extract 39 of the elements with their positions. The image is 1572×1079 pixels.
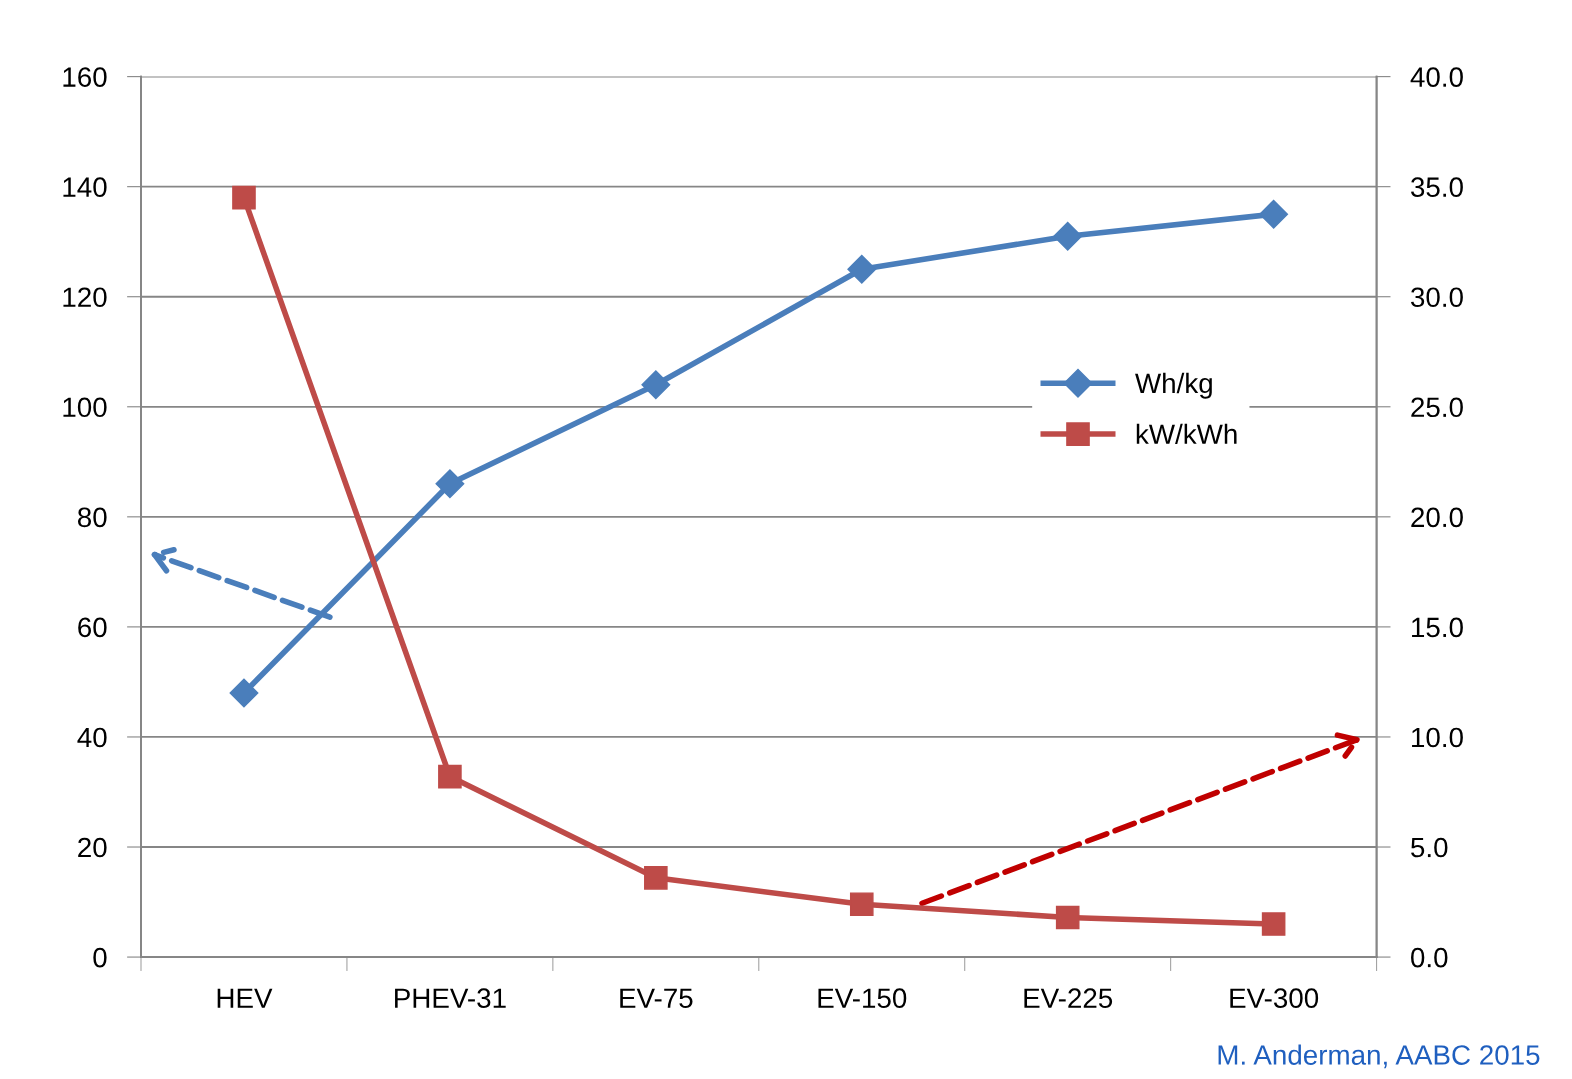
y-tick-label: 60 — [78, 617, 107, 638]
point — [435, 469, 465, 499]
point — [232, 185, 256, 210]
x-tick-label: HEV — [217, 988, 273, 1008]
y2-tick-label: 40.0 — [1410, 67, 1463, 87]
x-tick-label: EV-150 — [818, 988, 907, 1009]
point — [229, 678, 259, 708]
legend-label: kW/kWh — [1136, 423, 1237, 445]
x-tick-label: EV-225 — [1024, 988, 1113, 1009]
point — [849, 892, 874, 917]
y-tick-label: 40 — [77, 727, 107, 748]
y2-tick-label: 15.0 — [1412, 617, 1463, 638]
y2-tick-label: 20.0 — [1411, 507, 1463, 528]
y2-tick-label: 5.0 — [1411, 837, 1448, 858]
y-tick-label: 80 — [77, 507, 107, 528]
y-tick-label: 0 — [93, 947, 107, 968]
y2-tick-label: 35.0 — [1410, 177, 1463, 198]
x-tick-label: EV-300 — [1230, 988, 1319, 1009]
y2-tick-label: 0.0 — [1411, 947, 1448, 968]
y-tick-label: 100 — [63, 397, 107, 418]
point — [641, 370, 671, 400]
text: M. Anderman, AABC 2015 — [1218, 1044, 1540, 1069]
point — [847, 254, 877, 284]
point — [1055, 905, 1080, 930]
y-tick-label: 20 — [78, 837, 107, 858]
y-tick-label: 120 — [63, 287, 107, 308]
point — [644, 866, 668, 890]
x-tick-label: PHEV-31 — [395, 988, 506, 1009]
point — [1259, 199, 1289, 229]
x-tick-label: EV-75 — [620, 988, 693, 1009]
y2-tick-label: 30.0 — [1410, 287, 1463, 308]
legend-label: Wh/kg — [1135, 372, 1212, 399]
y-tick-label: 160 — [63, 67, 107, 87]
y2-tick-label: 25.0 — [1411, 397, 1463, 418]
point — [1053, 221, 1083, 251]
point — [1261, 912, 1286, 936]
y2-tick-label: 10.0 — [1412, 727, 1463, 748]
point — [438, 764, 462, 789]
y-tick-label: 140 — [63, 177, 107, 198]
